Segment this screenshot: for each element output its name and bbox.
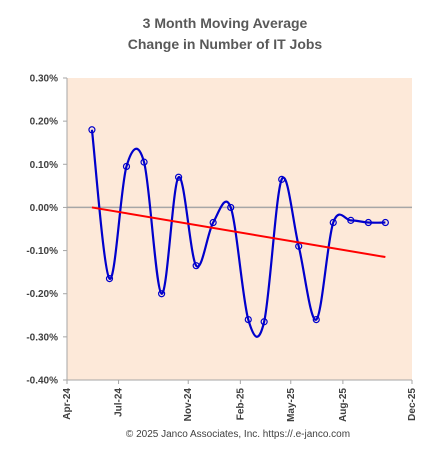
y-tick-label: -0.40% (26, 376, 58, 387)
x-tick-label: Nov-24 (183, 388, 194, 422)
data-point (244, 316, 252, 324)
data-point (88, 126, 96, 134)
x-tick-label: Jul-24 (114, 388, 125, 417)
x-axis-ticks: Apr-24 Jul-24 Nov-24 Feb-25 May-25 Aug-25 Dec-… (62, 380, 418, 422)
copyright-footer: © 2025 Janco Associates, Inc. https://.e… (126, 429, 350, 440)
trend-line (91, 206, 386, 259)
x-tick-label: Aug-25 (338, 388, 349, 422)
data-point (140, 158, 148, 166)
x-tick-label: Feb-25 (235, 388, 246, 421)
data-point (209, 218, 217, 227)
data-point (122, 162, 131, 171)
data-point (329, 218, 337, 227)
y-axis-ticks: 0.30% 0.20% 0.10% 0.00% -0.10% -0.20% -0.30% -0… (26, 74, 67, 387)
x-tick-label: Dec-25 (407, 388, 418, 421)
plot-area (67, 78, 412, 380)
data-point (312, 316, 320, 324)
data-point (260, 318, 268, 326)
y-tick-label: 0.10% (30, 160, 58, 171)
data-point (158, 290, 166, 298)
data-point (278, 175, 286, 183)
y-tick-label: 0.00% (30, 203, 58, 214)
data-point (347, 216, 355, 224)
data-point (105, 275, 114, 283)
chart-title-line-1: 3 Month Moving Average (143, 15, 308, 31)
chart-title-line-2: Change in Number of IT Jobs (128, 36, 323, 52)
data-point (175, 173, 183, 181)
data-point (364, 218, 372, 227)
y-tick-label: 0.30% (30, 74, 58, 85)
data-point (381, 218, 389, 227)
x-tick-label: May-25 (286, 388, 297, 422)
data-point (227, 203, 235, 212)
y-tick-label: -0.20% (26, 289, 58, 300)
y-tick-label: -0.10% (26, 246, 58, 257)
series-line (90, 129, 386, 338)
series-layer (88, 126, 389, 338)
y-tick-label: -0.30% (26, 332, 58, 343)
y-tick-label: 0.20% (30, 117, 58, 128)
data-point (192, 262, 200, 270)
x-tick-label: Apr-24 (62, 388, 73, 420)
